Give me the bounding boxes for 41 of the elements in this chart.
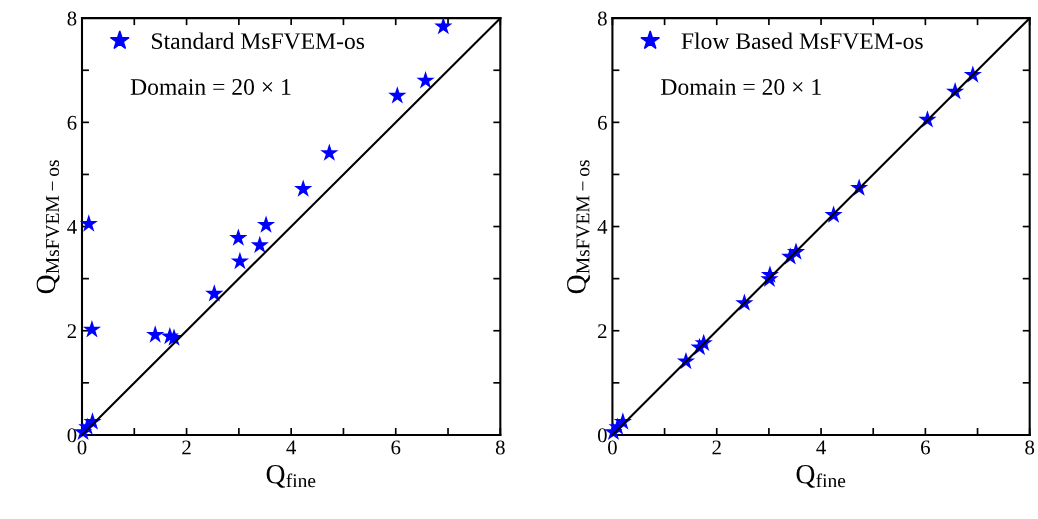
y-tick-label: 0 <box>67 428 77 443</box>
point <box>229 228 248 246</box>
y-tick-label: 0 <box>597 428 607 443</box>
x-axis-title: Q$_{fine}$ <box>796 464 846 488</box>
point <box>416 71 435 89</box>
annotation: Domain = 20 × 1 <box>130 78 291 95</box>
x-tick-label: 0 <box>608 440 617 455</box>
y-tick-label: 8 <box>597 11 607 26</box>
y-tick-label: 4 <box>597 220 608 234</box>
annotation: Domain = 20 × 1 <box>661 78 821 95</box>
point <box>250 235 269 254</box>
y-axis-title: Q$_{MsFVEM−os}$ <box>567 160 590 294</box>
y-axis-title: Q$_{MsFVEM−os}$ <box>36 160 60 294</box>
point <box>79 214 98 232</box>
x-tick-label: 2 <box>182 440 191 455</box>
x-tick-label: 8 <box>495 440 505 455</box>
x-tick-label: 8 <box>1025 440 1035 455</box>
y-tick-label: 8 <box>67 11 77 26</box>
x-tick-label: 2 <box>712 440 721 455</box>
point <box>82 320 102 338</box>
x-axis-title: Q$_{fine}$ <box>266 464 316 488</box>
y-tick-label: 2 <box>598 324 607 338</box>
point <box>320 143 339 161</box>
y-tick-label: 6 <box>598 115 607 130</box>
x-tick-label: 4 <box>816 440 826 455</box>
point <box>146 325 165 343</box>
x-tick-label: 6 <box>921 440 930 455</box>
point <box>230 251 250 270</box>
y-tick-label: 6 <box>67 115 77 130</box>
point <box>434 16 453 35</box>
legend-label: Flow Based MsFVEM-os <box>681 32 923 50</box>
x-tick-label: 6 <box>391 440 401 455</box>
y-tick-label: 2 <box>67 324 76 338</box>
point <box>294 179 313 197</box>
y-tick-label: 4 <box>67 220 77 234</box>
point <box>388 86 407 104</box>
point <box>205 284 224 302</box>
legend-label: Standard MsFVEM-os <box>152 32 365 50</box>
x-tick-label: 4 <box>286 440 297 455</box>
x-tick-label: 0 <box>77 440 87 455</box>
point <box>256 215 276 233</box>
